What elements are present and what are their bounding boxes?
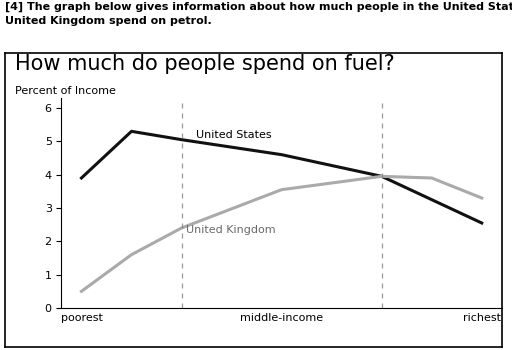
- Text: United Kingdom spend on petrol.: United Kingdom spend on petrol.: [5, 16, 212, 26]
- Text: United States: United States: [196, 130, 271, 140]
- Text: How much do people spend on fuel?: How much do people spend on fuel?: [15, 54, 395, 74]
- Text: Percent of Income: Percent of Income: [15, 86, 116, 96]
- Text: [4] The graph below gives information about how much people in the United States: [4] The graph below gives information ab…: [5, 2, 512, 12]
- Text: United Kingdom: United Kingdom: [185, 225, 275, 235]
